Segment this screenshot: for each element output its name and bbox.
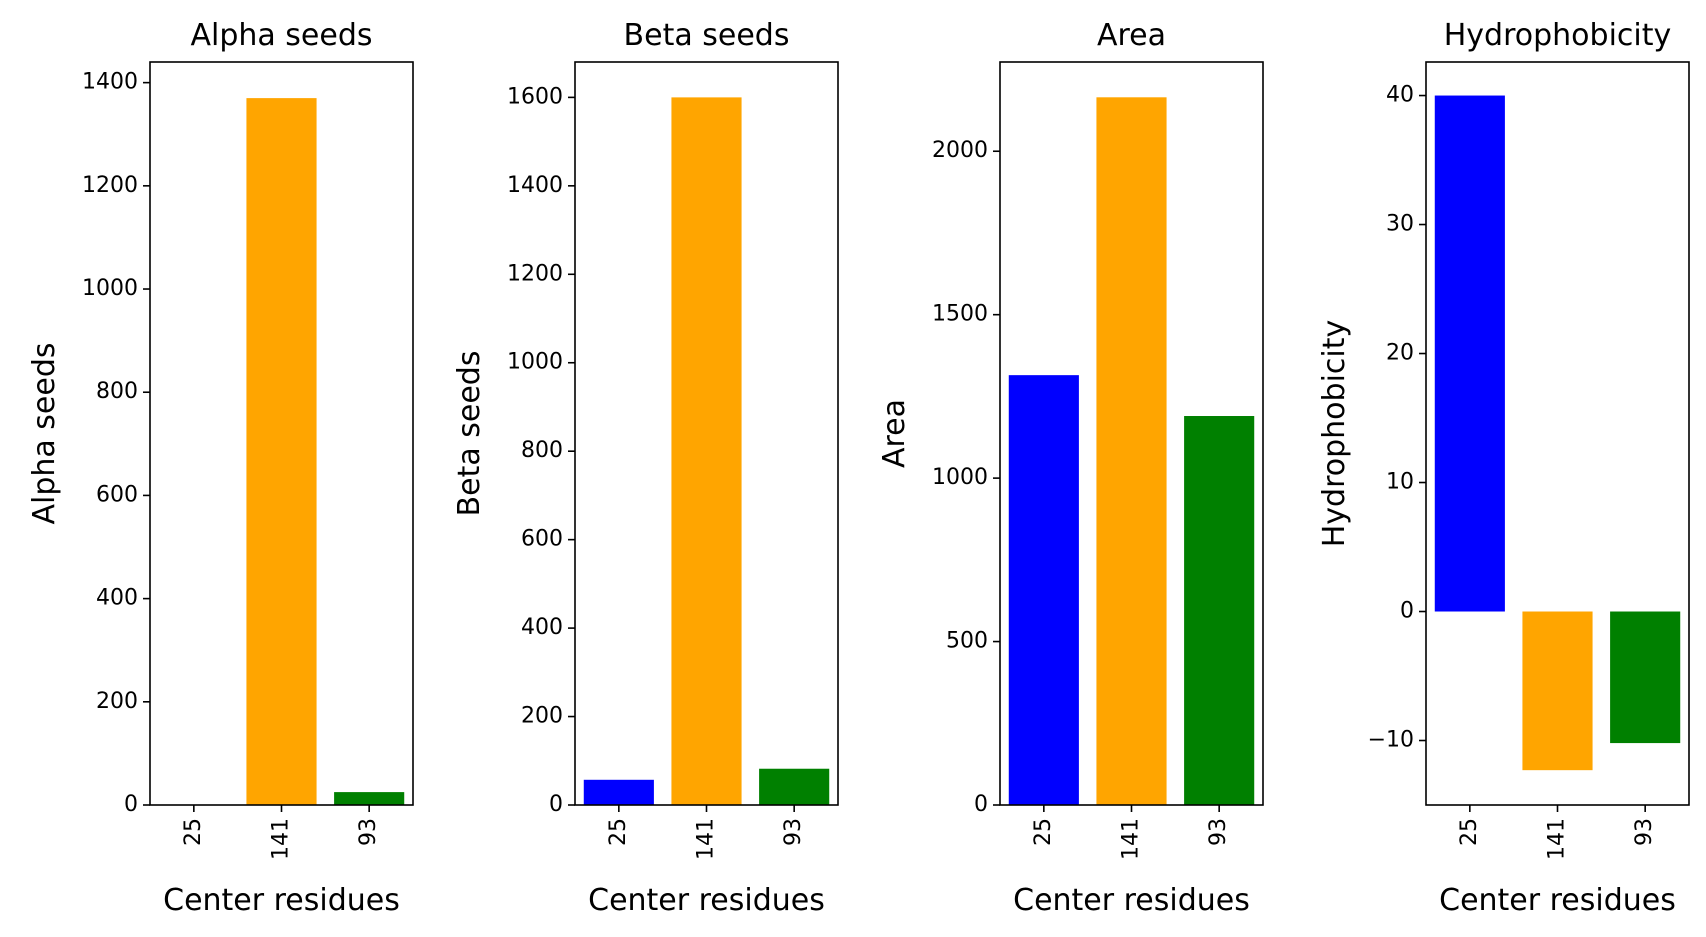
x-axis-label: Center residues [1439,883,1676,918]
y-tick-label: 0 [124,792,138,817]
x-tick-label: 25 [1031,818,1056,846]
y-tick-label: 1400 [82,70,138,95]
y-tick-label: 40 [1386,83,1414,108]
y-tick-label: 400 [96,586,138,611]
x-axis-label: Center residues [163,883,400,918]
bar-141 [1096,97,1167,806]
y-tick-label: 0 [1400,599,1414,624]
panel-0: 0 200 400 600 800 1000 1200 1400 25 141 93 Center r… [27,18,414,918]
panel-2: 0 500 1000 1500 2000 25 141 93 Center residues Ar… [877,18,1264,918]
y-tick-label: 200 [96,689,138,714]
panel-1: 0 200 400 600 800 1000 1200 1400 1600 25 141 93 Cent… [452,18,839,918]
bar-25 [1008,375,1079,805]
x-axis-label: Center residues [588,883,825,918]
y-tick-label: 600 [96,482,138,507]
x-tick-label: 141 [1545,818,1570,860]
x-tick-label: 141 [1119,818,1144,860]
y-tick-label: 1000 [932,465,988,490]
y-axis-label: Beta seeds [452,351,487,517]
y-axis-label: Hydrophobicity [1317,320,1352,548]
y-tick-label: 1000 [82,276,138,301]
y-tick-label: 1400 [507,173,563,198]
y-tick-label: 30 [1386,212,1414,237]
bar-25 [1434,95,1505,612]
panel-title: Area [1097,18,1166,53]
y-tick-label: 1600 [507,84,563,109]
y-tick-label: 600 [521,527,563,552]
x-tick-label: 25 [606,818,631,846]
panel-title: Beta seeds [624,18,790,53]
x-tick-label: 141 [694,818,719,860]
y-tick-label: 2000 [932,138,988,163]
panel-title: Hydrophobicity [1444,18,1672,53]
bar-93 [759,768,830,805]
y-tick-label: 1000 [507,350,563,375]
bar-141 [1522,611,1593,771]
bar-141 [671,97,742,805]
y-tick-label: −10 [1368,728,1414,753]
bar-93 [1610,611,1681,744]
y-tick-label: 1500 [932,302,988,327]
x-tick-label: 93 [356,818,381,846]
y-tick-label: 800 [521,438,563,463]
y-tick-label: 20 [1386,341,1414,366]
bar-25 [583,779,654,805]
y-tick-label: 200 [521,704,563,729]
bar-93 [334,792,405,805]
y-tick-label: 1200 [82,173,138,198]
y-tick-label: 400 [521,615,563,640]
y-tick-label: 500 [946,629,988,654]
y-axis-label: Area [877,399,912,468]
x-axis-label: Center residues [1013,883,1250,918]
y-tick-label: 0 [974,792,988,817]
x-tick-label: 93 [1632,818,1657,846]
x-tick-label: 93 [781,818,806,846]
bar-141 [246,98,317,806]
bar-93 [1184,416,1255,805]
x-tick-label: 141 [269,818,294,860]
panel-title: Alpha seeds [190,18,372,53]
panel-3: −10 0 10 20 30 40 25 141 93 Center residues Hydrop… [1317,18,1690,918]
y-tick-label: 1200 [507,261,563,286]
y-tick-label: 800 [96,379,138,404]
x-tick-label: 25 [1457,818,1482,846]
y-axis-label: Alpha seeds [27,342,62,524]
x-tick-label: 25 [181,818,206,846]
x-tick-label: 93 [1206,818,1231,846]
y-tick-label: 0 [549,792,563,817]
y-tick-label: 10 [1386,470,1414,495]
